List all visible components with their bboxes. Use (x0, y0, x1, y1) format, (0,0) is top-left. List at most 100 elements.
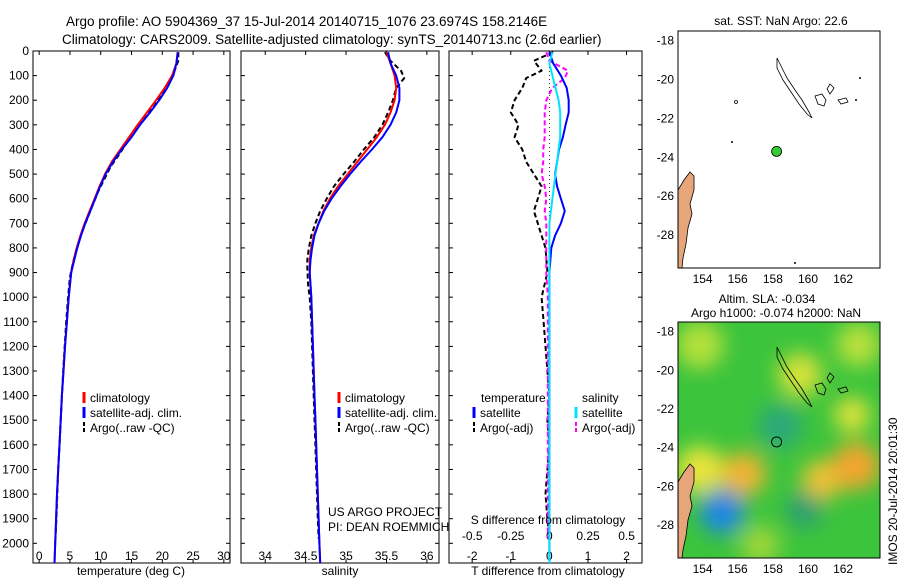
satellite-s-diff-line (548, 51, 562, 563)
depth-tick-label: 500 (9, 167, 29, 181)
s-diff-tick-label: 0.5 (618, 529, 635, 543)
temperature-series (53, 52, 180, 563)
lon-tick-label: 154 (693, 272, 713, 286)
satellite-temperature-line (53, 52, 179, 563)
lat-tick-label: -22 (657, 111, 675, 125)
climatology-temperature-line (53, 52, 179, 563)
legend-label-satellite: satellite-adj. clim. (90, 406, 182, 420)
s-difference-axis-label: S difference from climatology (471, 513, 626, 527)
depth-tick-label: 600 (9, 192, 29, 206)
s-diff-tick-label: -0.25 (497, 529, 525, 543)
lon-tick-label: 160 (798, 272, 818, 286)
legend-label-climatology: climatology (345, 391, 405, 405)
sst-map-frame (677, 30, 881, 269)
salinity-plot-frame (240, 50, 440, 564)
pi-note: PI: DEAN ROEMMICH (328, 520, 449, 534)
x-tick-label: 1 (585, 549, 592, 563)
islet (859, 77, 861, 79)
legend-header-salinity: salinity (582, 391, 619, 405)
islet (734, 100, 738, 104)
argo-s-diff-line (540, 51, 569, 539)
depth-tick-label: 0 (22, 44, 29, 58)
depth-tick-label: 300 (9, 118, 29, 132)
float-position-marker (771, 145, 782, 157)
x-tick-label: 25 (186, 549, 200, 563)
project-note: US ARGO PROJECT (328, 505, 443, 519)
legend-label-sat-sal: satellite (582, 406, 623, 420)
australia-coast-shape (678, 171, 695, 268)
lon-tick-label: 158 (763, 272, 783, 286)
lat-tick-label: -28 (657, 228, 675, 242)
satellite-t-diff-line (548, 51, 570, 563)
islet (794, 262, 796, 264)
depth-tick-label: 1000 (2, 290, 29, 304)
header-line-1: Argo profile: AO 5904369_37 15-Jul-2014 … (66, 14, 547, 29)
legend-label-argo-sal: Argo(-adj) (582, 421, 635, 435)
lon-tick-label: 156 (728, 562, 748, 576)
depth-tick-label: 400 (9, 143, 29, 157)
depth-tick-label: 2000 (2, 536, 29, 550)
x-tick-label: 35 (339, 549, 353, 563)
lat-tick-label: -26 (657, 479, 675, 493)
sla-map-title-2: Argo h1000: -0.074 h2000: NaN (691, 306, 861, 320)
satellite-salinity-line (308, 51, 401, 563)
salinity-legend: climatology satellite-adj. clim. Argo(..… (337, 391, 437, 435)
depth-tick-label: 1500 (2, 413, 29, 427)
lon-tick-label: 156 (728, 272, 748, 286)
depth-tick-label: 1200 (2, 339, 29, 353)
temperature-axis-label: temperature (deg C) (77, 564, 185, 578)
australia-coast-shape (678, 463, 695, 558)
legend-label-satellite: satellite-adj. clim. (345, 406, 437, 420)
legend-label-argo: Argo(..raw -QC) (345, 421, 430, 435)
temperature-plot-frame (32, 50, 231, 564)
x-tick-label: 36 (420, 549, 434, 563)
x-tick-label: 20 (156, 549, 170, 563)
legend-header-temperature: temperature (481, 391, 546, 405)
legend-label-sat-temp: satellite (480, 406, 521, 420)
lat-tick-label: -18 (657, 325, 675, 339)
temperature-legend: climatology satellite-adj. clim. Argo(..… (82, 391, 182, 435)
lat-tick-label: -26 (657, 189, 675, 203)
x-tick-label: 34 (259, 549, 273, 563)
x-tick-label: 10 (94, 549, 108, 563)
x-tick-label: 34.5 (294, 549, 318, 563)
lon-tick-label: 158 (763, 562, 783, 576)
depth-tick-label: 200 (9, 93, 29, 107)
imos-watermark: IMOS 20-Jul-2014 20:01:30 (886, 417, 900, 565)
depth-tick-label: 1400 (2, 389, 29, 403)
argo-temperature-line (54, 52, 180, 539)
depth-tick-label: 1700 (2, 463, 29, 477)
depth-tick-label: 900 (9, 266, 29, 280)
loyalty-islands-outline (814, 372, 849, 396)
lon-tick-label: 160 (798, 562, 818, 576)
salinity-axis-label: salinity (322, 564, 359, 578)
depth-tick-label: 800 (9, 241, 29, 255)
x-tick-label: 15 (125, 549, 139, 563)
new-caledonia-outline (776, 346, 813, 408)
float-position-marker (771, 436, 783, 448)
lat-tick-label: -20 (657, 363, 675, 377)
x-tick-label: 2 (623, 549, 630, 563)
x-tick-label: 35.5 (375, 549, 399, 563)
sst-map-title: sat. SST: NaN Argo: 22.6 (714, 14, 848, 28)
x-tick-label: 5 (67, 549, 74, 563)
s-diff-tick-label: -0.5 (462, 529, 483, 543)
legend-label-argo: Argo(..raw -QC) (90, 421, 175, 435)
difference-series (509, 51, 570, 563)
difference-legend: temperature satellite Argo(-adj) salinit… (472, 391, 635, 435)
lat-tick-label: -24 (657, 441, 675, 455)
sla-map-title-1: Altim. SLA: -0.034 (719, 292, 816, 306)
argo-t-diff-line (509, 51, 554, 539)
depth-tick-label: 100 (9, 69, 29, 83)
s-diff-tick-label: 0.25 (576, 529, 600, 543)
depth-tick-label: 1800 (2, 487, 29, 501)
new-caledonia-outline (776, 57, 813, 119)
lat-tick-label: -22 (657, 402, 675, 416)
legend-label-argo-temp: Argo(-adj) (480, 421, 533, 435)
x-tick-label: -1 (505, 549, 516, 563)
islet (731, 141, 733, 143)
lat-tick-label: -28 (657, 518, 675, 532)
x-tick-label: -2 (467, 549, 478, 563)
islet (855, 99, 857, 101)
